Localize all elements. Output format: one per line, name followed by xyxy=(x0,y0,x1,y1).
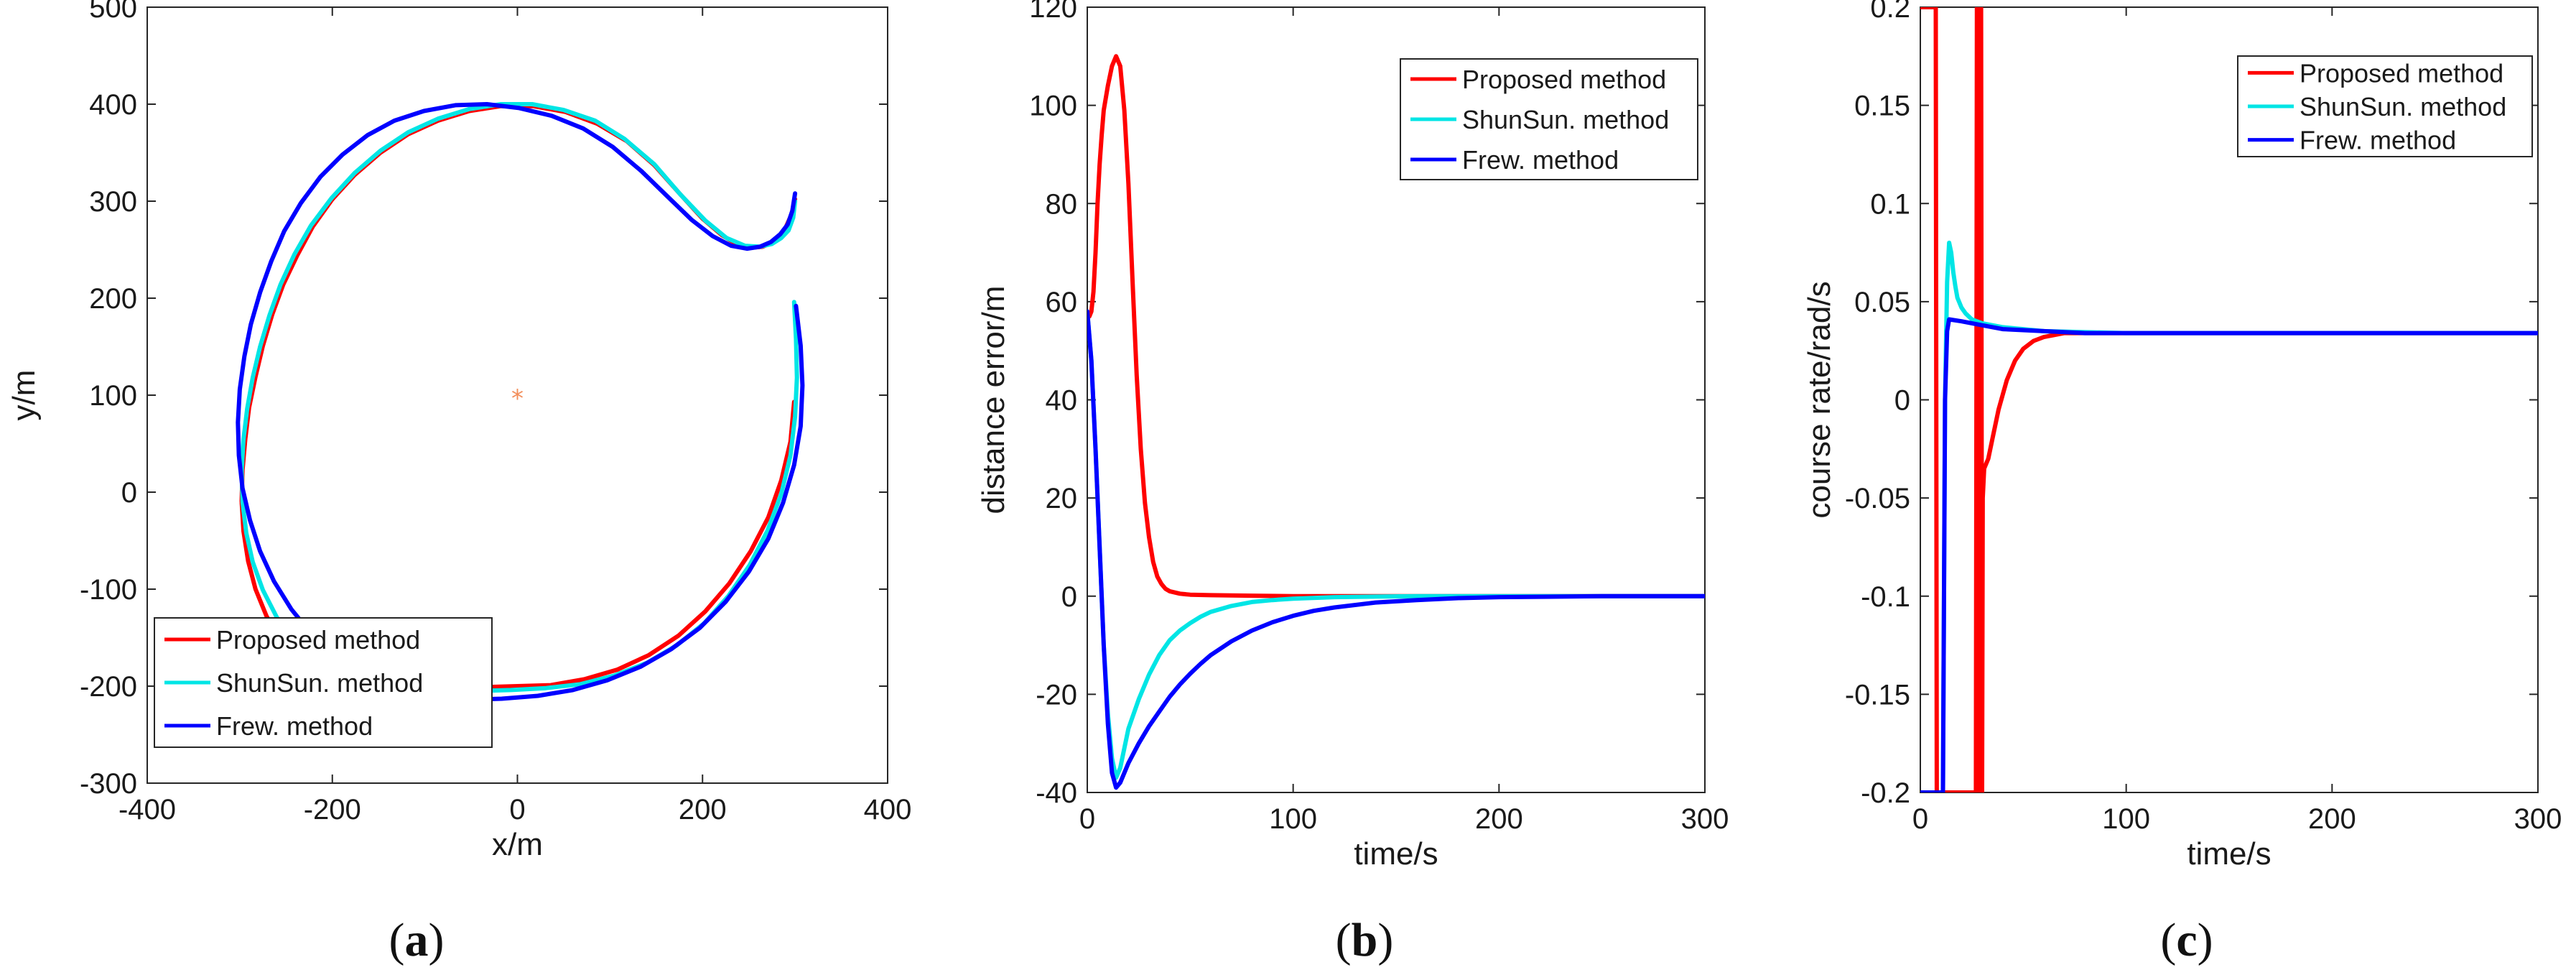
caption-part: ( xyxy=(1336,914,1352,966)
x-tick-label: 100 xyxy=(2102,803,2150,835)
legend-label: ShunSun. method xyxy=(216,668,423,698)
caption-part: ) xyxy=(2198,914,2213,966)
series-line-frew-method xyxy=(236,102,805,702)
panel-a: -400 -200 0 200 400 -300 -200 -100 0 100 200 300 400… xyxy=(6,0,911,966)
x-tick-label: 100 xyxy=(1269,803,1317,835)
x-tick-label: 400 xyxy=(864,794,912,826)
y-tick-label: 400 xyxy=(89,89,137,121)
y-tick-label: 0 xyxy=(1894,385,1910,417)
y-tick-label: 20 xyxy=(1046,483,1078,514)
y-tick-label: 200 xyxy=(89,283,137,315)
y-tick-label: 100 xyxy=(89,380,137,412)
panel-caption: (c) xyxy=(2160,914,2213,966)
caption-part: ( xyxy=(389,914,405,966)
series-lines xyxy=(236,102,805,702)
y-tick-label: -0.15 xyxy=(1845,679,1910,711)
x-tick-label: 300 xyxy=(1681,803,1729,835)
legend-label: Frew. method xyxy=(216,711,373,741)
x-tick-label: 200 xyxy=(1475,803,1523,835)
panel-caption: (a) xyxy=(389,914,445,966)
panel-c: 0 100 200 300 -0.2 -0.15 -0.1 -0.05 0 0.05 0.1 0.15… xyxy=(1802,0,2562,966)
y-axis-title: distance error/m xyxy=(976,286,1011,514)
caption-part: a xyxy=(405,914,429,966)
legend: Proposed method ShunSun. method Frew. meth… xyxy=(1400,58,1698,180)
y-tick-label: 0.2 xyxy=(1870,0,1910,24)
y-tick-label: -40 xyxy=(1036,777,1077,809)
y-axis-title: course rate/rad/s xyxy=(1802,281,1837,518)
y-tick-label: 120 xyxy=(1029,0,1077,24)
y-tick-label: -200 xyxy=(80,671,137,703)
y-axis-title: y/m xyxy=(6,370,42,421)
y-tick-label: -300 xyxy=(80,768,137,800)
legend-label: Frew. method xyxy=(2300,126,2456,155)
x-axis-title: x/m xyxy=(492,827,543,862)
y-tick-label: 0.15 xyxy=(1854,91,1910,122)
y-tick-label: -100 xyxy=(80,574,137,606)
center-marker: * xyxy=(511,384,524,413)
y-tick-label: 80 xyxy=(1046,188,1078,220)
y-tick-label: 40 xyxy=(1046,385,1078,417)
legend-label: Frew. method xyxy=(1462,145,1619,175)
y-tick-label: 0 xyxy=(121,477,137,509)
y-tick-label: 100 xyxy=(1029,91,1077,122)
x-axis-title: time/s xyxy=(1354,836,1438,872)
y-tick-label: -0.2 xyxy=(1861,777,1910,809)
legend-label: Proposed method xyxy=(2300,58,2503,88)
x-tick-label: -400 xyxy=(118,794,176,826)
series-lines xyxy=(1087,54,1705,790)
caption-part: ( xyxy=(2160,914,2176,966)
y-tick-label: 500 xyxy=(89,0,137,24)
x-tick-label: 200 xyxy=(679,794,727,826)
x-tick-label: 300 xyxy=(2514,803,2562,835)
caption-part: ) xyxy=(429,914,445,966)
legend-label: Proposed method xyxy=(1462,65,1666,94)
series-line-frew-method xyxy=(1920,317,2538,792)
y-tick-label: 0.05 xyxy=(1854,287,1910,318)
caption-part: b xyxy=(1352,914,1378,966)
y-tick-label: -20 xyxy=(1036,679,1077,711)
caption-part: c xyxy=(2176,914,2197,966)
series-line-proposed-method xyxy=(1087,54,1705,598)
legend-box xyxy=(154,617,493,748)
caption-part: ) xyxy=(1377,914,1393,966)
legend-label: ShunSun. method xyxy=(1462,105,1669,134)
y-tick-label: 0.1 xyxy=(1870,188,1910,220)
panel-caption: (b) xyxy=(1336,914,1394,966)
x-tick-label: 200 xyxy=(2308,803,2356,835)
x-axis-title: time/s xyxy=(2187,836,2271,872)
legend: Proposed method ShunSun. method Frew. meth… xyxy=(2237,55,2533,157)
y-tick-label: -0.1 xyxy=(1861,581,1910,613)
legend-label: Proposed method xyxy=(216,625,420,655)
y-tick-label: 300 xyxy=(89,186,137,218)
x-tick-label: 0 xyxy=(1912,803,1928,835)
legend-label: ShunSun. method xyxy=(2300,92,2506,121)
panel-b: 0 100 200 300 -40 -20 0 20 40 60 80 100 120 time/s dis… xyxy=(976,0,1729,966)
x-tick-label: -200 xyxy=(304,794,361,826)
y-tick-label: 0 xyxy=(1061,581,1077,613)
y-tick-label: 60 xyxy=(1046,287,1078,318)
series-lines xyxy=(1920,7,2538,792)
x-tick-label: 0 xyxy=(1079,803,1095,835)
y-tick-label: -0.05 xyxy=(1845,483,1910,514)
legend: Proposed method ShunSun. method Frew. meth… xyxy=(154,617,493,748)
series-line-frew-method xyxy=(1087,309,1705,790)
x-tick-label: 0 xyxy=(509,794,525,826)
